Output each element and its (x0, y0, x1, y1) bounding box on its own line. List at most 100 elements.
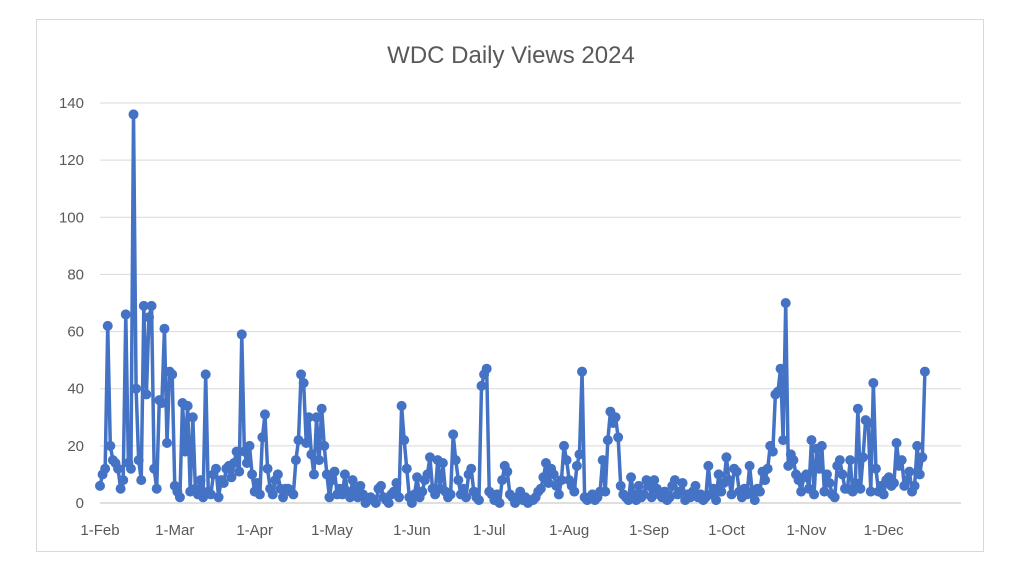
data-point (394, 492, 405, 503)
data-point (241, 458, 252, 468)
data-point (461, 492, 472, 503)
data-point (311, 412, 322, 423)
data-point (548, 469, 559, 480)
data-point (778, 435, 789, 446)
data-point (731, 466, 742, 477)
data-point (412, 472, 423, 483)
data-point (626, 472, 637, 483)
data-point (834, 455, 845, 466)
data-point (156, 398, 167, 408)
data-point (105, 440, 116, 451)
data-point (327, 475, 338, 486)
data-point (247, 469, 258, 480)
data-point (200, 369, 211, 380)
data-point (543, 478, 554, 488)
data-point (677, 478, 688, 488)
data-point (556, 475, 567, 486)
data-point (721, 452, 732, 463)
data-point (125, 463, 136, 474)
line-chart: 0 20 40 60 80 100 120 140 1-Feb 1-Mar 1-Apr 1-May 1-… (59, 95, 961, 539)
data-point (417, 486, 428, 497)
data-point (870, 463, 881, 474)
data-point (236, 329, 247, 340)
data-point (762, 463, 773, 474)
data-point (401, 463, 412, 474)
data-point (213, 492, 224, 503)
data-point (801, 469, 812, 480)
data-point (476, 380, 487, 391)
data-point (95, 480, 105, 491)
y-tick-label: 80 (67, 266, 84, 283)
data-point (396, 400, 407, 411)
x-tick-label: 1-Aug (549, 522, 589, 539)
data-point (716, 486, 727, 497)
data-point (296, 369, 307, 380)
data-point (473, 495, 484, 506)
data-point (383, 498, 394, 508)
y-tick-label: 100 (59, 209, 84, 226)
data-point (102, 320, 113, 331)
data-point (914, 469, 925, 480)
data-point (347, 475, 358, 486)
data-point (669, 475, 680, 486)
data-point (912, 440, 923, 451)
data-point (143, 312, 154, 323)
data-point (406, 498, 417, 508)
data-point (723, 475, 734, 486)
data-point (151, 483, 162, 494)
data-point (888, 478, 899, 488)
data-point (262, 463, 273, 474)
data-point (703, 460, 714, 471)
data-point (231, 446, 242, 457)
data-point (919, 366, 930, 377)
data-point (115, 483, 126, 494)
data-point (610, 412, 621, 423)
data-point (267, 489, 278, 500)
data-point (649, 475, 660, 486)
data-point (767, 446, 778, 457)
data-point (448, 429, 459, 440)
data-point (497, 475, 508, 486)
data-point (726, 489, 737, 500)
data-point (159, 323, 170, 334)
chart-frame: WDC Daily Views 2024 0 20 40 60 80 100 120 140 1… (36, 19, 984, 552)
data-point (254, 489, 265, 500)
data-point (816, 440, 827, 451)
data-point (306, 449, 317, 460)
x-tick-label: 1-Oct (708, 522, 746, 539)
data-point (780, 298, 791, 308)
data-point (288, 489, 299, 500)
x-tick-label: 1-Dec (864, 522, 905, 539)
data-point (569, 486, 580, 497)
data-point (370, 498, 381, 508)
data-point (391, 478, 402, 488)
data-point (713, 469, 724, 480)
data-point (146, 300, 157, 311)
x-tick-label: 1-Nov (786, 522, 827, 539)
data-point (252, 478, 263, 488)
data-point (891, 438, 902, 448)
data-point (375, 480, 386, 491)
data-point (234, 466, 245, 477)
data-point (502, 466, 513, 477)
data-point (136, 475, 147, 486)
data-point (218, 478, 229, 488)
data-point (113, 463, 124, 474)
data-point (868, 378, 879, 388)
data-point (128, 109, 139, 120)
data-point (205, 489, 216, 500)
data-point (788, 455, 799, 466)
data-point (796, 486, 807, 497)
data-point (180, 446, 191, 457)
data-point (259, 409, 270, 420)
data-point (744, 460, 755, 471)
data-point (324, 492, 335, 503)
data-point (896, 455, 907, 466)
data-point (852, 403, 863, 414)
data-point (141, 389, 152, 400)
data-point (865, 486, 876, 497)
data-point (847, 486, 858, 497)
data-point (901, 475, 912, 486)
data-point (863, 418, 874, 428)
data-point (561, 455, 572, 466)
